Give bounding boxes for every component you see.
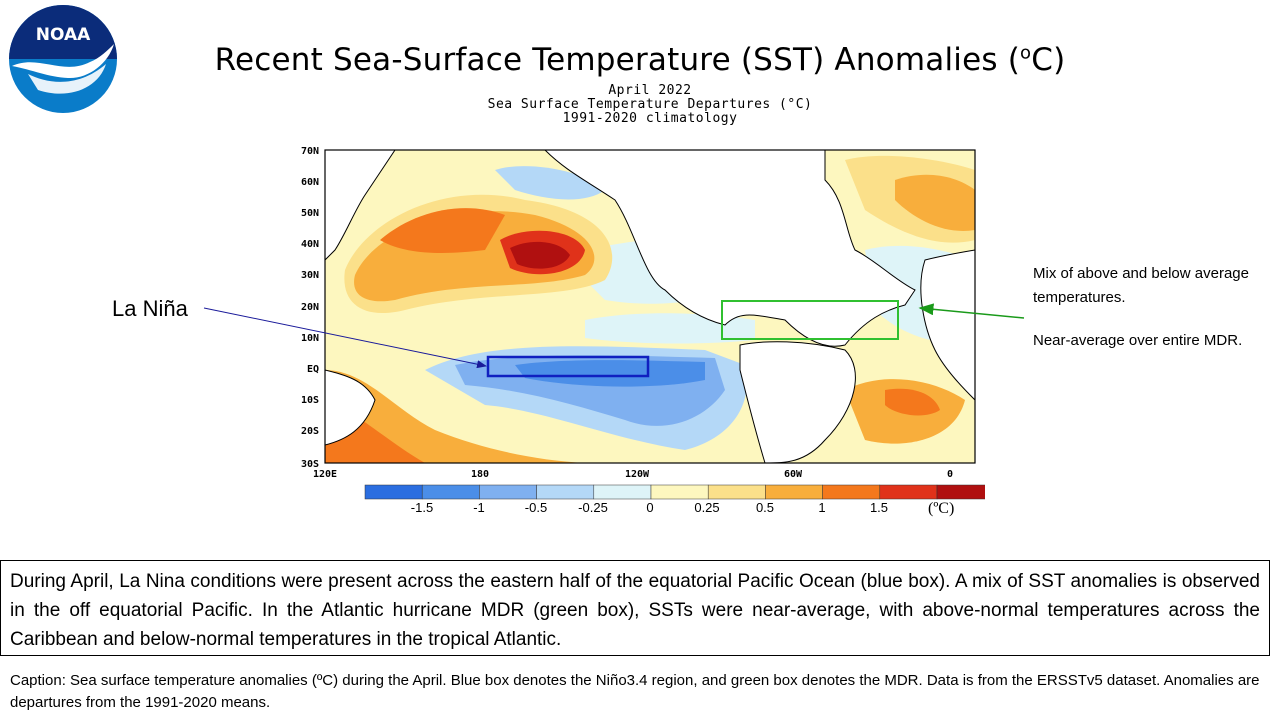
colorbar-tick-label: 0.25 [694, 500, 719, 515]
colorbar-segment [536, 484, 595, 500]
colorbar-tick-label: -1.5 [411, 500, 433, 515]
lat-label: 20N [301, 302, 319, 313]
mdr-box [721, 300, 899, 340]
summary-box: During April, La Nina conditions were pr… [0, 560, 1270, 656]
colorbar-tick-label: 1.5 [870, 500, 888, 515]
noaa-logo: NOAA [9, 5, 117, 113]
colorbar-segment [421, 484, 480, 500]
colorbar-segment [879, 484, 938, 500]
nino34-box [486, 355, 650, 378]
caption: Caption: Sea surface temperature anomali… [10, 672, 1260, 711]
lat-label: 70N [301, 146, 319, 157]
lat-label: 40N [301, 239, 319, 250]
lat-label: 30S [301, 459, 319, 470]
sst-anomaly-map: 70N 60N 50N 40N 30N 20N 10N EQ 10S 20S 3… [301, 146, 985, 515]
colorbar-tick-label: -1 [473, 500, 485, 515]
lat-label: 10N [301, 333, 319, 344]
colorbar-labels: -1.5 -1 -0.5 -0.25 0 0.25 0.5 1 1.5 [411, 500, 888, 515]
colorbar-segment [593, 484, 652, 500]
lat-label: 50N [301, 208, 319, 219]
lat-label: 60N [301, 177, 319, 188]
colorbar-segment [822, 484, 881, 500]
lon-label: 120W [625, 469, 650, 480]
lat-label: 30N [301, 270, 319, 281]
title-superscript: o [1020, 42, 1032, 64]
title-text: Recent Sea-Surface Temperature (SST) Ano… [214, 42, 1021, 78]
lat-label: 10S [301, 395, 319, 406]
colorbar-segment [765, 484, 823, 500]
map-header-desc: Sea Surface Temperature Departures (°C) [487, 97, 813, 112]
colorbar-unit: (ºC) [928, 500, 955, 517]
colorbar-tick-label: 0.5 [756, 500, 774, 515]
colorbar [364, 484, 985, 500]
colorbar-segment [650, 484, 709, 500]
colorbar-tick-label: -0.5 [525, 500, 547, 515]
colorbar-tick-label: 1 [818, 500, 825, 515]
map-frame [324, 149, 976, 464]
lat-label: EQ [307, 364, 319, 375]
lon-label: 0 [947, 469, 953, 480]
colorbar-segment [707, 484, 766, 500]
lat-labels: 70N 60N 50N 40N 30N 20N 10N EQ 10S 20S 3… [301, 146, 319, 470]
map-header: April 2022 Sea Surface Temperature Depar… [440, 84, 860, 126]
colorbar-segment [479, 484, 537, 500]
logo-text: NOAA [36, 25, 91, 45]
atlantic-mix-note: Mix of above and below average temperatu… [1033, 265, 1249, 306]
map-header-climatology: 1991-2020 climatology [562, 111, 738, 126]
colorbar-tick-label: -0.25 [578, 500, 608, 515]
page-title: Recent Sea-Surface Temperature (SST) Ano… [180, 42, 1100, 78]
lon-label: 120E [313, 469, 337, 480]
lat-label: 20S [301, 426, 319, 437]
map-header-month: April 2022 [608, 83, 692, 98]
title-end: C) [1031, 42, 1066, 78]
lon-label: 60W [784, 469, 803, 480]
map-field [325, 150, 975, 463]
la-nina-label: La Niña [112, 296, 188, 321]
lon-label: 180 [471, 469, 489, 480]
lon-labels: 120E 180 120W 60W 0 [313, 469, 953, 480]
colorbar-tick-label: 0 [646, 500, 653, 515]
colorbar-segment [936, 484, 985, 500]
colorbar-segment [364, 484, 423, 500]
mdr-note: Near-average over entire MDR. [1033, 332, 1243, 349]
